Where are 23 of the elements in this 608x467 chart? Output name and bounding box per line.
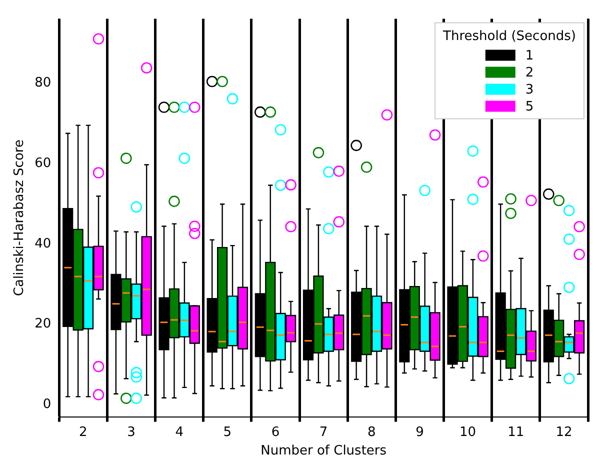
y-axis-title: Calinski-Harabasz Score bbox=[12, 140, 28, 296]
legend-label: 5 bbox=[525, 100, 534, 115]
x-tick-label: 11 bbox=[508, 424, 524, 440]
x-tick-label: 2 bbox=[79, 424, 88, 440]
x-tick-label: 6 bbox=[271, 424, 280, 440]
x-tick-label: 9 bbox=[416, 424, 424, 440]
y-tick-label: 60 bbox=[34, 156, 52, 171]
y-tick-label: 20 bbox=[34, 316, 52, 332]
x-tick-label: 3 bbox=[127, 424, 136, 440]
x-tick-label: 8 bbox=[368, 424, 376, 440]
legend-label: 1 bbox=[525, 48, 534, 64]
y-tick-label: 40 bbox=[34, 236, 52, 252]
x-tick-label: 4 bbox=[175, 424, 184, 440]
x-tick-label: 10 bbox=[460, 424, 476, 440]
x-tick-label: 7 bbox=[319, 424, 328, 440]
legend-label: 2 bbox=[525, 66, 534, 81]
y-tick-label: 80 bbox=[34, 76, 52, 90]
legend-title: Threshold (Seconds) bbox=[442, 29, 576, 44]
x-axis-title: Number of Clusters bbox=[260, 444, 387, 459]
x-tick-label: 5 bbox=[223, 424, 232, 440]
y-tick-label: 0 bbox=[42, 397, 52, 412]
x-tick-label: 12 bbox=[556, 424, 572, 440]
legend-label: 3 bbox=[525, 82, 534, 98]
